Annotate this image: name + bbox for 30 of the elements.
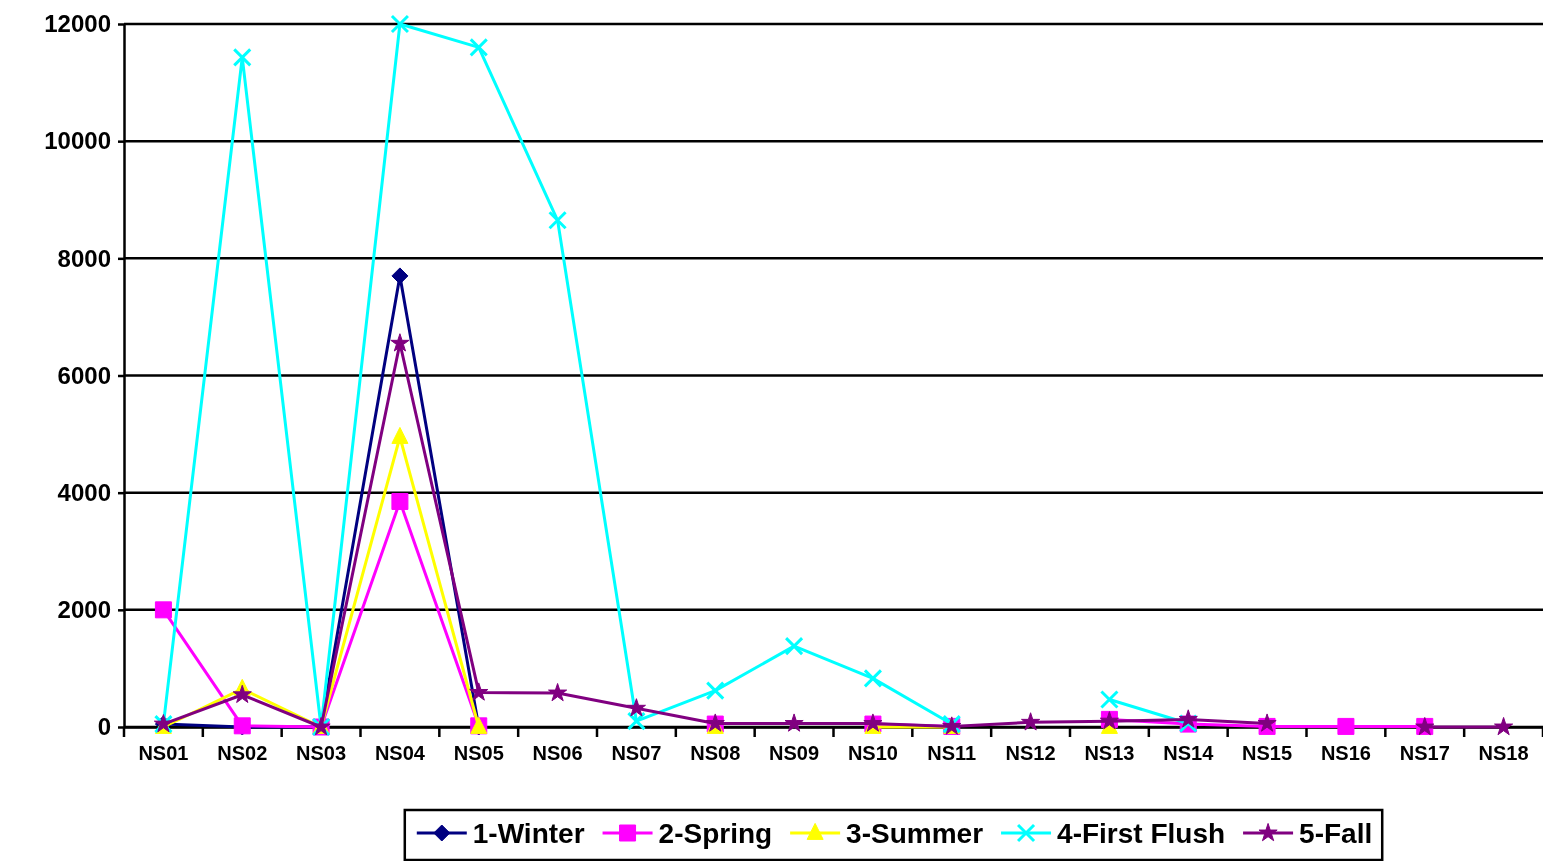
y-tick-label: 10000 xyxy=(44,127,111,155)
x-tick-label: NS05 xyxy=(453,742,504,764)
y-tick-label: 12000 xyxy=(44,10,111,38)
x-tick-label: NS02 xyxy=(217,742,268,764)
y-tick-label: 6000 xyxy=(57,361,111,389)
x-tick-label: NS14 xyxy=(1163,742,1215,764)
legend-label: 4-First Flush xyxy=(1057,817,1226,849)
x-tick-label: NS08 xyxy=(690,742,741,764)
legend-label: 5-Fall xyxy=(1299,817,1373,849)
legend-label: 3-Summer xyxy=(846,817,984,849)
x-tick-label: NS01 xyxy=(138,742,189,764)
x-tick-label: NS16 xyxy=(1320,742,1371,764)
y-tick-label: 4000 xyxy=(57,478,111,506)
y-tick-label: 2000 xyxy=(57,596,111,624)
y-tick-label: 0 xyxy=(97,713,111,741)
x-tick-label: NS07 xyxy=(611,742,662,764)
legend-label: 2-Spring xyxy=(658,817,773,849)
x-tick-label: NS15 xyxy=(1242,742,1293,764)
x-tick-label: NS09 xyxy=(769,742,820,764)
x-tick-label: NS13 xyxy=(1084,742,1135,764)
x-tick-label: NS11 xyxy=(927,742,977,764)
y-tick-label: 8000 xyxy=(57,244,111,272)
x-tick-label: NS03 xyxy=(296,742,347,764)
x-tick-label: NS10 xyxy=(847,742,898,764)
x-tick-label: NS12 xyxy=(1005,742,1056,764)
legend-label: 1-Winter xyxy=(472,817,585,849)
x-tick-label: NS04 xyxy=(374,742,426,764)
x-tick-label: NS17 xyxy=(1399,742,1450,764)
x-tick-label: NS06 xyxy=(532,742,583,764)
x-tick-label: NS18 xyxy=(1478,742,1529,764)
